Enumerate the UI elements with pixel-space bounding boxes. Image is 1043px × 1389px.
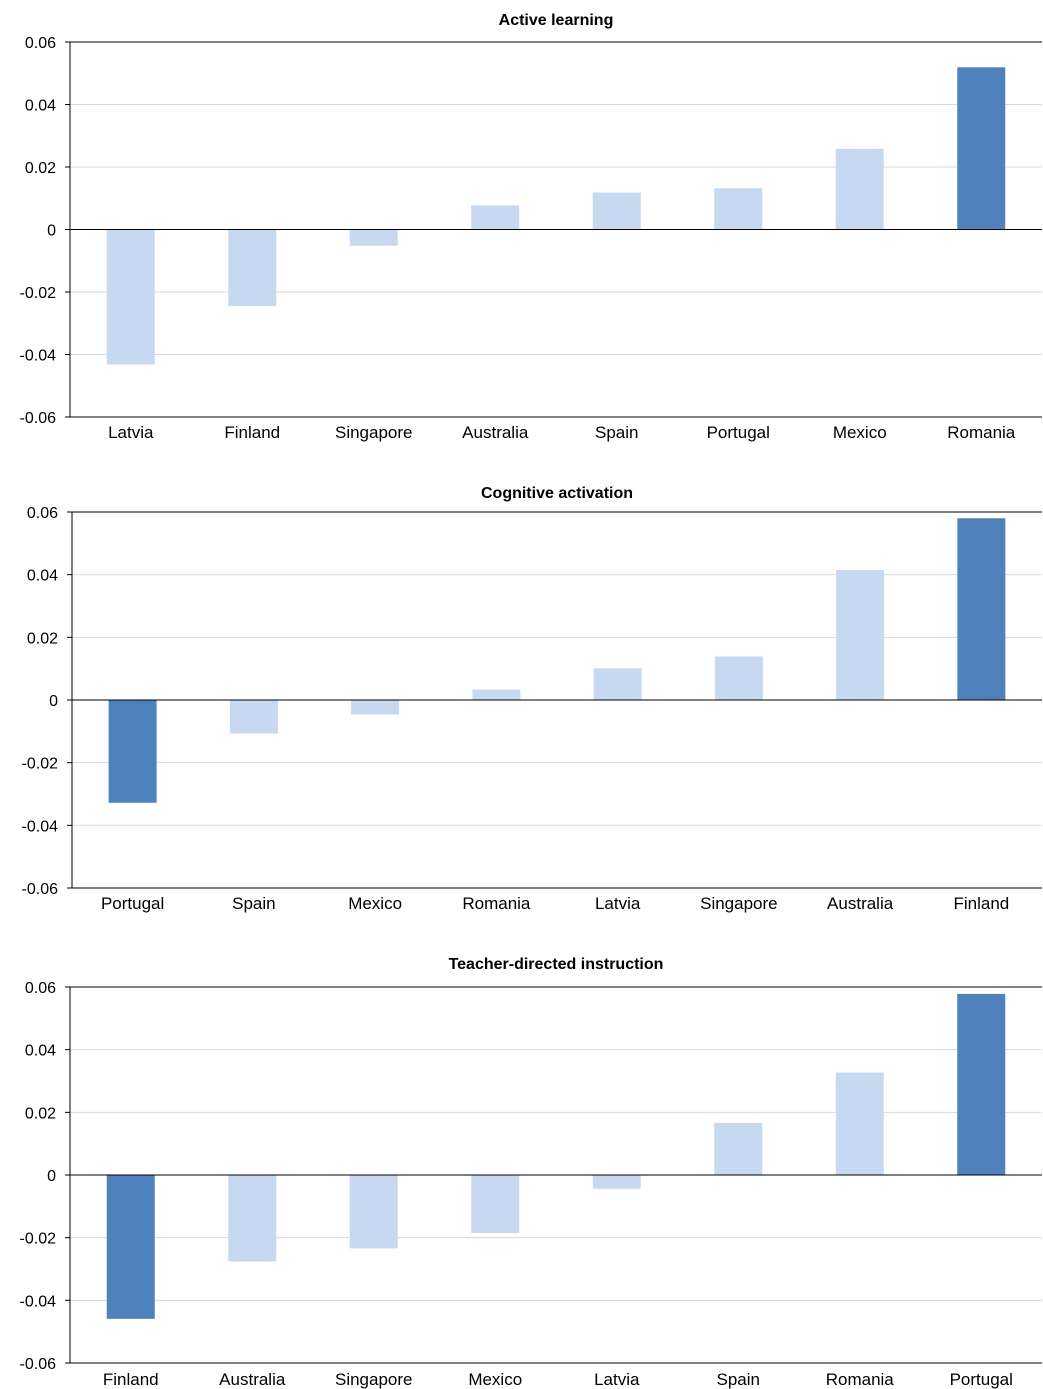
x-category-label: Spain bbox=[595, 423, 638, 442]
y-tick-label: 0.02 bbox=[27, 630, 58, 647]
x-category-label: Finland bbox=[103, 1370, 159, 1389]
bar-portugal bbox=[714, 188, 763, 230]
y-tick-label: 0 bbox=[47, 1168, 56, 1185]
bar-portugal bbox=[957, 993, 1006, 1175]
x-category-label: Portugal bbox=[950, 1370, 1013, 1389]
x-category-label: Latvia bbox=[108, 423, 154, 442]
x-category-label: Latvia bbox=[595, 894, 641, 913]
x-category-label: Finland bbox=[224, 423, 280, 442]
y-tick-label: -0.04 bbox=[20, 1293, 57, 1310]
y-tick-label: 0 bbox=[49, 693, 58, 710]
bar-spain bbox=[714, 1122, 763, 1175]
y-tick-label: 0.02 bbox=[25, 1105, 56, 1122]
bar-latvia bbox=[593, 668, 642, 700]
y-tick-label: 0.06 bbox=[25, 980, 56, 997]
y-tick-label: 0.04 bbox=[27, 568, 58, 585]
x-category-label: Singapore bbox=[335, 1370, 413, 1389]
x-category-label: Finland bbox=[953, 894, 1009, 913]
y-tick-label: -0.04 bbox=[22, 818, 59, 835]
x-category-label: Australia bbox=[462, 423, 529, 442]
x-category-label: Spain bbox=[717, 1370, 760, 1389]
x-category-label: Romania bbox=[462, 894, 531, 913]
bar-australia bbox=[228, 1175, 277, 1262]
bar-romania bbox=[472, 689, 521, 700]
x-category-label: Spain bbox=[232, 894, 275, 913]
bar-latvia bbox=[592, 1175, 641, 1189]
chart-title: Teacher-directed instruction bbox=[449, 956, 664, 973]
x-category-label: Australia bbox=[827, 894, 894, 913]
y-tick-label: 0 bbox=[47, 223, 56, 240]
bar-mexico bbox=[471, 1175, 520, 1233]
y-tick-label: -0.06 bbox=[20, 410, 57, 427]
y-tick-label: -0.02 bbox=[20, 285, 57, 302]
x-category-label: Portugal bbox=[707, 423, 770, 442]
chart-panel-1: Active learning 0.06 0.04 0.02 0 -0.02 -0.04 -0… bbox=[20, 12, 1042, 442]
bar-portugal bbox=[108, 700, 157, 803]
bar-singapore bbox=[714, 656, 763, 700]
bar-spain bbox=[592, 192, 641, 230]
y-tick-label: 0.04 bbox=[25, 1043, 56, 1060]
bar-finland bbox=[106, 1175, 155, 1319]
bar-australia bbox=[836, 569, 885, 700]
y-tick-label: 0.02 bbox=[25, 160, 56, 177]
bar-singapore bbox=[349, 1175, 398, 1249]
y-tick-label: -0.06 bbox=[20, 1356, 57, 1373]
y-tick-label: -0.02 bbox=[22, 756, 59, 773]
bar-singapore bbox=[349, 229, 398, 246]
bar-mexico bbox=[835, 148, 884, 230]
x-category-label: Singapore bbox=[700, 894, 778, 913]
x-category-label: Mexico bbox=[348, 894, 402, 913]
x-category-label: Romania bbox=[826, 1370, 895, 1389]
bar-spain bbox=[229, 700, 278, 734]
x-category-label: Australia bbox=[219, 1370, 286, 1389]
x-category-label: Mexico bbox=[468, 1370, 522, 1389]
bar-romania bbox=[957, 67, 1006, 230]
bar-mexico bbox=[351, 700, 400, 715]
chart-panel-2: Cognitive activation 0.06 0.04 0.02 0 -0.02 -0… bbox=[22, 485, 1042, 913]
bar-australia bbox=[471, 205, 520, 230]
x-category-label: Romania bbox=[947, 423, 1016, 442]
chart-title: Active learning bbox=[499, 12, 614, 29]
x-category-label: Portugal bbox=[101, 894, 164, 913]
x-category-label: Latvia bbox=[594, 1370, 640, 1389]
bar-romania bbox=[835, 1072, 884, 1175]
y-tick-label: -0.06 bbox=[22, 881, 59, 898]
bar-finland bbox=[228, 229, 277, 307]
chart-title: Cognitive activation bbox=[481, 485, 633, 502]
chart-panel-3: Teacher-directed instruction 0.06 0.04 0.02… bbox=[20, 956, 1042, 1389]
y-tick-label: -0.04 bbox=[20, 348, 57, 365]
y-tick-label: 0.04 bbox=[25, 98, 56, 115]
y-tick-label: 0.06 bbox=[25, 35, 56, 52]
y-tick-label: 0.06 bbox=[27, 505, 58, 522]
bar-latvia bbox=[106, 229, 155, 365]
y-tick-label: -0.02 bbox=[20, 1231, 57, 1248]
x-category-label: Singapore bbox=[335, 423, 413, 442]
x-category-label: Mexico bbox=[833, 423, 887, 442]
bar-finland bbox=[957, 518, 1006, 700]
